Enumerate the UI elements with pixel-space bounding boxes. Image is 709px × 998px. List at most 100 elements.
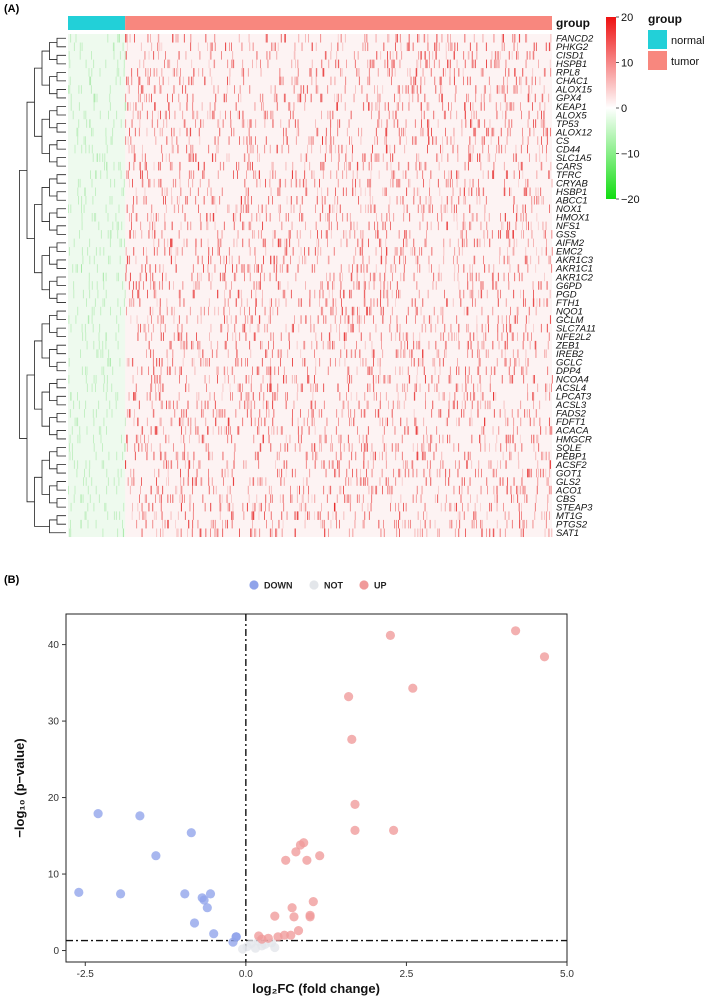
heatmap-cell — [203, 161, 205, 171]
heatmap-cell — [188, 383, 190, 393]
heatmap-cell — [533, 51, 535, 60]
heatmap-cell — [448, 332, 450, 341]
heatmap-cell — [424, 161, 426, 171]
heatmap-cell — [392, 264, 394, 273]
heatmap-cell — [458, 443, 460, 452]
heatmap-cell — [457, 153, 459, 162]
heatmap-cell — [513, 42, 515, 52]
heatmap-cell — [251, 144, 252, 154]
heatmap-cell — [501, 375, 503, 384]
heatmap-cell — [488, 127, 490, 137]
heatmap-cell — [141, 102, 143, 111]
heatmap-cell — [368, 281, 370, 290]
heatmap-cell — [495, 153, 496, 162]
heatmap-cell — [336, 93, 338, 103]
heatmap-cell — [219, 238, 221, 248]
heatmap-cell — [103, 417, 105, 427]
heatmap-cell — [353, 417, 355, 427]
heatmap-cell — [255, 119, 257, 128]
heatmap-cell — [400, 272, 402, 282]
heatmap-cell — [192, 340, 194, 350]
heatmap-cell — [305, 34, 306, 43]
heatmap-cell — [180, 468, 181, 478]
heatmap-cell — [525, 34, 527, 43]
heatmap-cell — [483, 187, 485, 197]
heatmap-cell — [181, 409, 182, 418]
heatmap-cell — [188, 460, 190, 469]
heatmap-cell — [415, 383, 417, 393]
heatmap-cell — [457, 468, 459, 478]
heatmap-cell — [85, 110, 87, 120]
heatmap-cell — [231, 127, 232, 137]
heatmap-cell — [499, 247, 501, 256]
heatmap-cell — [152, 221, 154, 231]
heatmap-cell — [438, 528, 440, 538]
heatmap-cell — [408, 34, 410, 43]
heatmap-cell — [262, 102, 264, 111]
heatmap-cell — [374, 136, 376, 145]
heatmap-cell — [143, 59, 145, 69]
heatmap-cell — [133, 281, 134, 290]
heatmap-cell — [160, 494, 162, 503]
heatmap-cell — [353, 306, 355, 316]
heatmap-cell — [357, 238, 359, 248]
heatmap-cell — [516, 204, 518, 214]
heatmap-cell — [353, 51, 355, 60]
heatmap-cell — [449, 68, 451, 77]
heatmap-cell — [404, 144, 406, 154]
heatmap-cell — [86, 298, 87, 307]
heatmap-cell — [165, 451, 167, 461]
heatmap-cell — [102, 340, 104, 350]
heatmap-cell — [495, 281, 497, 290]
heatmap-cell — [400, 196, 402, 205]
y-tick-label: 30 — [48, 717, 60, 728]
heatmap-cell — [479, 358, 481, 367]
heatmap-cell — [360, 315, 362, 324]
heatmap-cell — [153, 247, 155, 256]
heatmap-cell — [133, 153, 135, 162]
heatmap-cell — [211, 477, 213, 486]
heatmap-cell — [545, 451, 547, 461]
heatmap-cell — [317, 315, 319, 324]
heatmap-cell — [85, 375, 87, 384]
heatmap-cell — [213, 59, 215, 69]
heatmap-cell — [521, 230, 522, 239]
heatmap-cell — [335, 298, 337, 307]
heatmap-cell — [152, 409, 154, 418]
heatmap-cell — [478, 468, 479, 478]
heatmap-cell — [330, 76, 332, 86]
heatmap-cell — [398, 468, 400, 478]
heatmap-cell — [348, 375, 350, 384]
heatmap-cell — [109, 93, 111, 103]
heatmap-cell — [271, 528, 273, 538]
heatmap-cell — [154, 230, 156, 239]
heatmap-cell — [234, 85, 235, 94]
heatmap-cell — [268, 426, 270, 435]
heatmap-cell — [413, 358, 415, 367]
heatmap-cell — [445, 417, 447, 427]
heatmap-cell — [141, 230, 143, 239]
heatmap-cell — [345, 153, 347, 162]
heatmap-cell — [69, 85, 71, 94]
heatmap-cell — [93, 375, 95, 384]
heatmap-cell — [269, 144, 271, 154]
heatmap-cell — [314, 460, 316, 469]
heatmap-cell — [111, 136, 113, 145]
heatmap-cell — [253, 332, 255, 341]
heatmap-cell — [126, 358, 128, 367]
heatmap-cell — [372, 349, 374, 358]
heatmap-cell — [308, 136, 310, 145]
heatmap-cell — [214, 306, 216, 316]
heatmap-cell — [102, 272, 104, 282]
heatmap-cell — [471, 375, 472, 384]
heatmap-cell — [146, 247, 147, 256]
heatmap-cell — [371, 161, 373, 171]
heatmap-cell — [140, 161, 141, 171]
heatmap-cell — [88, 68, 90, 77]
heatmap-cell — [271, 161, 273, 171]
heatmap-cell — [153, 161, 155, 171]
heatmap-cell — [392, 51, 394, 60]
heatmap-cell — [301, 434, 302, 444]
heatmap-cell — [337, 196, 339, 205]
heatmap-cell — [364, 34, 366, 43]
